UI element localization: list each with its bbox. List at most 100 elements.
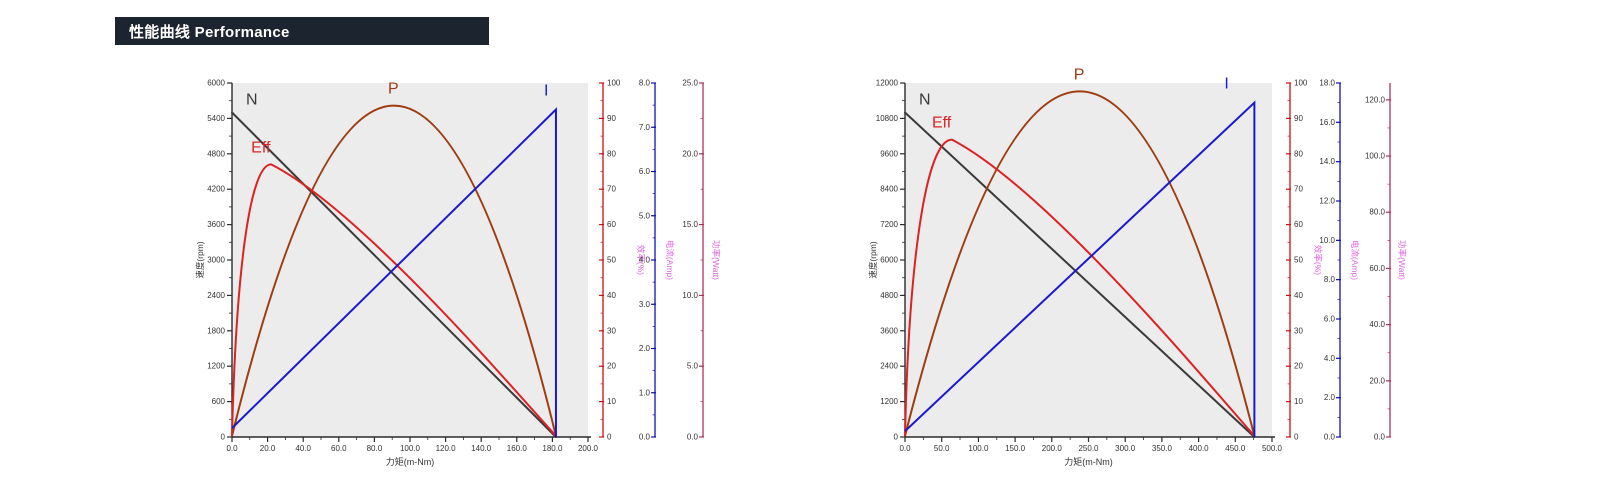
svg-text:10: 10 [1294,397,1303,406]
svg-text:18.0: 18.0 [1319,79,1335,88]
svg-text:70: 70 [607,185,616,194]
svg-text:90: 90 [607,114,616,123]
svg-text:8400: 8400 [880,185,898,194]
svg-text:4800: 4800 [880,291,898,300]
svg-text:100: 100 [1294,79,1308,88]
svg-text:4.0: 4.0 [1324,354,1336,363]
svg-text:3000: 3000 [207,256,225,265]
svg-text:1200: 1200 [880,397,898,406]
svg-text:10.0: 10.0 [1319,236,1335,245]
svg-text:40: 40 [1294,291,1303,300]
svg-text:30: 30 [1294,326,1303,335]
svg-text:功率(Watt): 功率(Watt) [1397,240,1407,280]
svg-text:450.0: 450.0 [1225,444,1246,453]
svg-text:0: 0 [1294,433,1299,442]
svg-text:7.0: 7.0 [639,123,651,132]
svg-text:1200: 1200 [207,362,225,371]
svg-text:9600: 9600 [880,149,898,158]
svg-text:2.0: 2.0 [639,344,651,353]
svg-text:100: 100 [607,79,621,88]
svg-text:60.0: 60.0 [331,444,347,453]
svg-text:20: 20 [607,362,616,371]
svg-text:120.0: 120.0 [436,444,457,453]
svg-text:500.0: 500.0 [1262,444,1283,453]
svg-text:5.0: 5.0 [639,211,651,220]
svg-text:10800: 10800 [876,114,899,123]
svg-text:0.0: 0.0 [226,444,238,453]
svg-text:12.0: 12.0 [1319,197,1335,206]
svg-text:2.0: 2.0 [1324,393,1336,402]
svg-text:40.0: 40.0 [295,444,311,453]
svg-text:效率(%): 效率(%) [1313,245,1323,275]
svg-text:12000: 12000 [876,79,899,88]
svg-text:50.0: 50.0 [934,444,950,453]
svg-text:力矩(m-Nm): 力矩(m-Nm) [386,456,435,467]
performance-chart-right: 0 1200 2400 3600 4800 6000 7200 8400 9600 10800 12… [862,60,1422,500]
svg-text:200.0: 200.0 [578,444,599,453]
svg-text:1.0: 1.0 [639,388,651,397]
svg-text:2400: 2400 [880,362,898,371]
svg-text:25.0: 25.0 [682,79,698,88]
svg-text:0.0: 0.0 [687,433,699,442]
svg-text:0.0: 0.0 [899,444,911,453]
svg-text:0: 0 [607,433,612,442]
svg-text:20.0: 20.0 [682,149,698,158]
svg-text:1800: 1800 [207,326,225,335]
svg-text:350.0: 350.0 [1152,444,1173,453]
svg-text:20: 20 [1294,362,1303,371]
svg-text:速度(rpm): 速度(rpm) [195,241,205,278]
svg-text:N: N [246,92,258,109]
svg-text:140.0: 140.0 [471,444,492,453]
svg-text:电流(Amp): 电流(Amp) [1350,240,1360,280]
svg-text:4.0: 4.0 [639,256,651,265]
svg-text:4200: 4200 [207,185,225,194]
svg-text:120.0: 120.0 [1365,95,1386,104]
svg-text:5400: 5400 [207,114,225,123]
svg-text:5.0: 5.0 [687,362,699,371]
svg-text:Eff: Eff [932,115,952,132]
svg-text:P: P [388,81,399,98]
svg-text:60: 60 [607,220,616,229]
svg-text:14.0: 14.0 [1319,157,1335,166]
svg-text:40: 40 [607,291,616,300]
svg-text:I: I [1224,76,1228,93]
svg-text:400.0: 400.0 [1189,444,1210,453]
svg-text:电流(Amp): 电流(Amp) [665,240,675,280]
svg-text:功率(Watt): 功率(Watt) [711,240,721,280]
svg-text:8.0: 8.0 [1324,275,1336,284]
svg-text:100.0: 100.0 [400,444,421,453]
svg-text:80: 80 [607,149,616,158]
section-title-bar: 性能曲线 Performance [115,17,489,45]
svg-text:15.0: 15.0 [682,220,698,229]
svg-text:6.0: 6.0 [639,167,651,176]
section-title: 性能曲线 Performance [129,23,290,41]
svg-text:150.0: 150.0 [1005,444,1026,453]
svg-text:90: 90 [1294,114,1303,123]
svg-text:0: 0 [221,433,226,442]
svg-text:6000: 6000 [207,79,225,88]
svg-text:3.0: 3.0 [639,300,651,309]
svg-text:20.0: 20.0 [260,444,276,453]
svg-text:300.0: 300.0 [1115,444,1136,453]
svg-text:200.0: 200.0 [1042,444,1063,453]
performance-chart-right-svg: 0120024003600480060007200840096001080012… [868,66,1407,467]
svg-text:40.0: 40.0 [1369,320,1385,329]
svg-text:速度(rpm): 速度(rpm) [868,241,878,278]
svg-text:6.0: 6.0 [1324,315,1336,324]
svg-text:P: P [1074,66,1085,83]
performance-chart-left: 0 600 1200 1800 2400 3000 3600 4200 4800 5400 6000… [190,60,750,500]
svg-text:0: 0 [894,433,899,442]
svg-text:6000: 6000 [880,256,898,265]
performance-chart-left-svg: 0600120018002400300036004200480054006000… [195,79,721,468]
svg-text:16.0: 16.0 [1319,118,1335,127]
svg-text:3600: 3600 [880,326,898,335]
svg-text:10.0: 10.0 [682,291,698,300]
svg-text:0.0: 0.0 [1374,433,1386,442]
svg-text:8.0: 8.0 [639,79,651,88]
svg-text:600: 600 [212,397,226,406]
svg-text:30: 30 [607,326,616,335]
svg-text:2400: 2400 [207,291,225,300]
svg-text:10: 10 [607,397,616,406]
svg-text:0.0: 0.0 [639,433,651,442]
